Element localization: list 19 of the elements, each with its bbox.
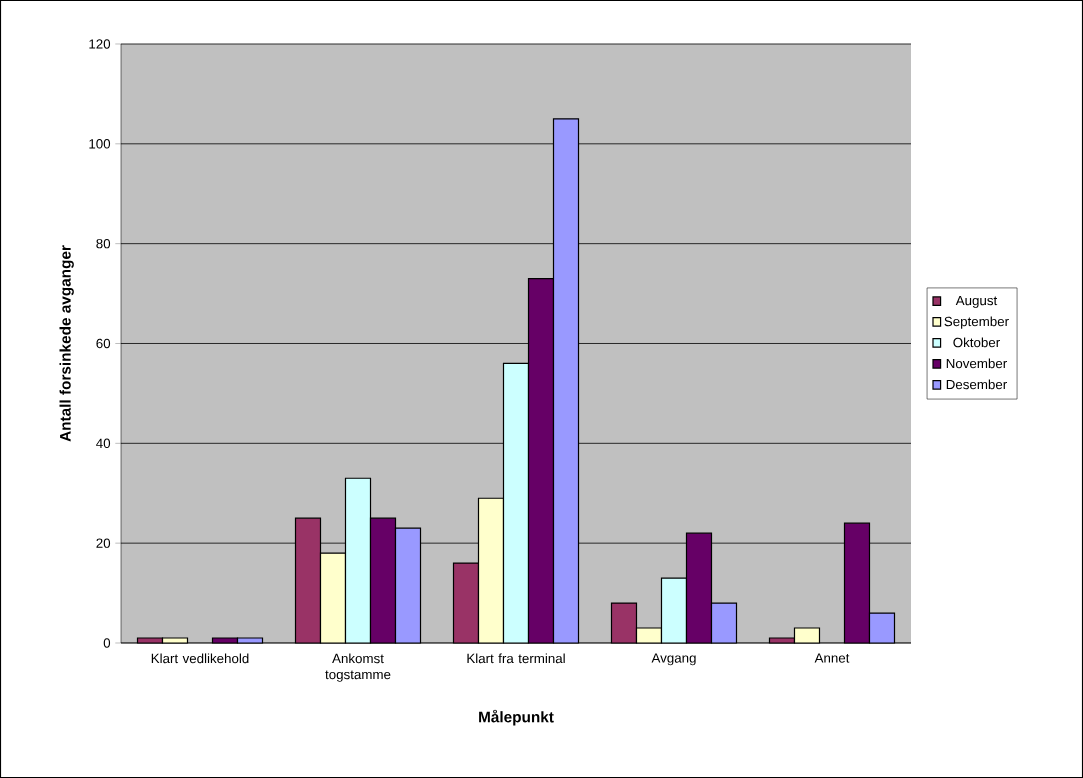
x-tick-label: Avgang — [651, 653, 696, 666]
legend-label: Oktober — [953, 337, 1000, 348]
y-tick-label: 60 — [96, 338, 111, 349]
y-tick-label: 80 — [96, 238, 111, 249]
y-axis-title: Antall forsinkede avganger — [59, 245, 74, 442]
y-tick-label: 40 — [96, 438, 111, 449]
legend-label: September — [944, 316, 1009, 329]
y-tick-label: 0 — [103, 638, 111, 648]
legend-label: November — [946, 358, 1007, 369]
x-axis-title: Målepunkt — [479, 709, 554, 726]
legend-label: Desember — [946, 379, 1007, 390]
y-tick-label: 100 — [89, 139, 111, 149]
x-tick-label: Annet — [814, 653, 850, 663]
legend-label: August — [955, 295, 998, 308]
x-tick-label: Klart fra terminal — [467, 653, 565, 664]
x-tick-label: Klart vedlikehold — [151, 653, 249, 664]
y-tick-label: 120 — [89, 39, 111, 49]
y-tick-label: 20 — [96, 538, 111, 548]
x-tick-label: Ankomst togstamme — [325, 653, 391, 682]
